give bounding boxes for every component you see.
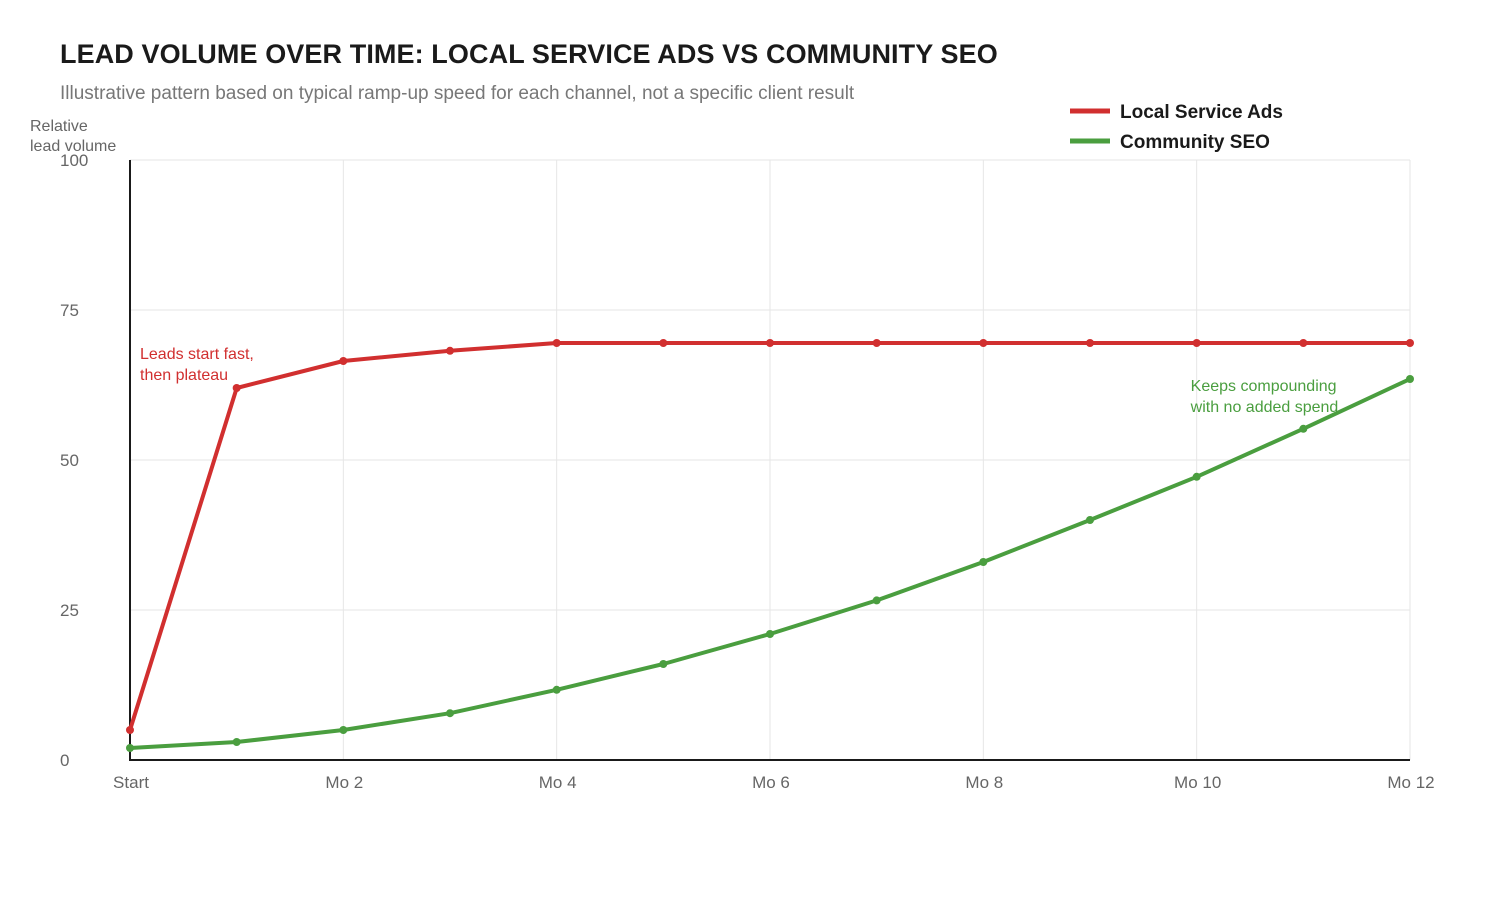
data-point xyxy=(126,744,134,752)
y-tick-labels: 0 25 50 75 100 xyxy=(60,151,88,770)
y-tick-label: 100 xyxy=(60,151,88,170)
x-tick-label: Mo 12 xyxy=(1387,773,1434,792)
legend-label: Community SEO xyxy=(1120,132,1270,153)
y-axis-title: Relative lead volume xyxy=(30,118,116,155)
x-tick-labels: Start Mo 2 Mo 4 Mo 6 Mo 8 Mo 10 Mo 12 xyxy=(113,773,1435,792)
data-point xyxy=(126,726,134,734)
data-point xyxy=(659,339,668,347)
data-point xyxy=(872,596,881,605)
series-layer xyxy=(126,339,1414,752)
y-tick-label: 75 xyxy=(60,301,79,320)
data-point xyxy=(979,558,988,566)
data-point xyxy=(1406,339,1414,347)
y-tick-label: 25 xyxy=(60,601,79,620)
x-tick-label: Mo 4 xyxy=(539,773,577,792)
y-tick-label: 50 xyxy=(60,451,79,470)
x-tick-label: Mo 2 xyxy=(325,773,363,792)
x-tick-label: Mo 8 xyxy=(965,773,1003,792)
data-point xyxy=(446,709,454,718)
data-point xyxy=(232,738,241,746)
series-local-service-ads xyxy=(126,339,1414,734)
data-point xyxy=(766,630,774,638)
data-point xyxy=(552,685,561,694)
data-point xyxy=(446,346,454,355)
data-point xyxy=(659,660,668,668)
annotation-text: Leads start fast, xyxy=(140,346,254,363)
y-axis-title-line: Relative xyxy=(30,118,88,135)
data-point xyxy=(872,339,881,347)
data-point xyxy=(766,339,774,347)
data-point xyxy=(1086,339,1094,347)
data-point xyxy=(1192,472,1201,481)
legend: Local Service Ads Community SEO xyxy=(1070,102,1283,153)
annotation-text: then plateau xyxy=(140,367,228,384)
series-community-seo xyxy=(126,375,1414,752)
y-tick-label: 0 xyxy=(60,751,69,770)
data-point xyxy=(339,357,348,365)
data-point xyxy=(1086,516,1094,524)
data-point xyxy=(1406,375,1414,383)
annotation-text: Keeps compounding xyxy=(1191,378,1337,395)
grid-lines xyxy=(130,159,1411,760)
data-point xyxy=(979,339,988,347)
data-point xyxy=(1299,339,1308,347)
data-point xyxy=(339,726,348,734)
data-point xyxy=(1192,339,1201,347)
data-point xyxy=(552,339,561,347)
data-point xyxy=(232,384,241,392)
chart-title: LEAD VOLUME OVER TIME: LOCAL SERVICE ADS… xyxy=(60,39,998,69)
legend-label: Local Service Ads xyxy=(1120,102,1283,123)
x-tick-label: Start xyxy=(113,773,149,792)
y-axis-title-line: lead volume xyxy=(30,138,116,155)
data-point xyxy=(1299,424,1308,433)
annotation-text: with no added spend xyxy=(1190,399,1339,416)
x-tick-label: Mo 6 xyxy=(752,773,790,792)
chart-subtitle: Illustrative pattern based on typical ra… xyxy=(60,83,855,104)
annotations: Leads start fast, then plateau Keeps compo… xyxy=(140,346,1338,416)
x-tick-label: Mo 10 xyxy=(1174,773,1221,792)
axes xyxy=(129,160,1410,761)
